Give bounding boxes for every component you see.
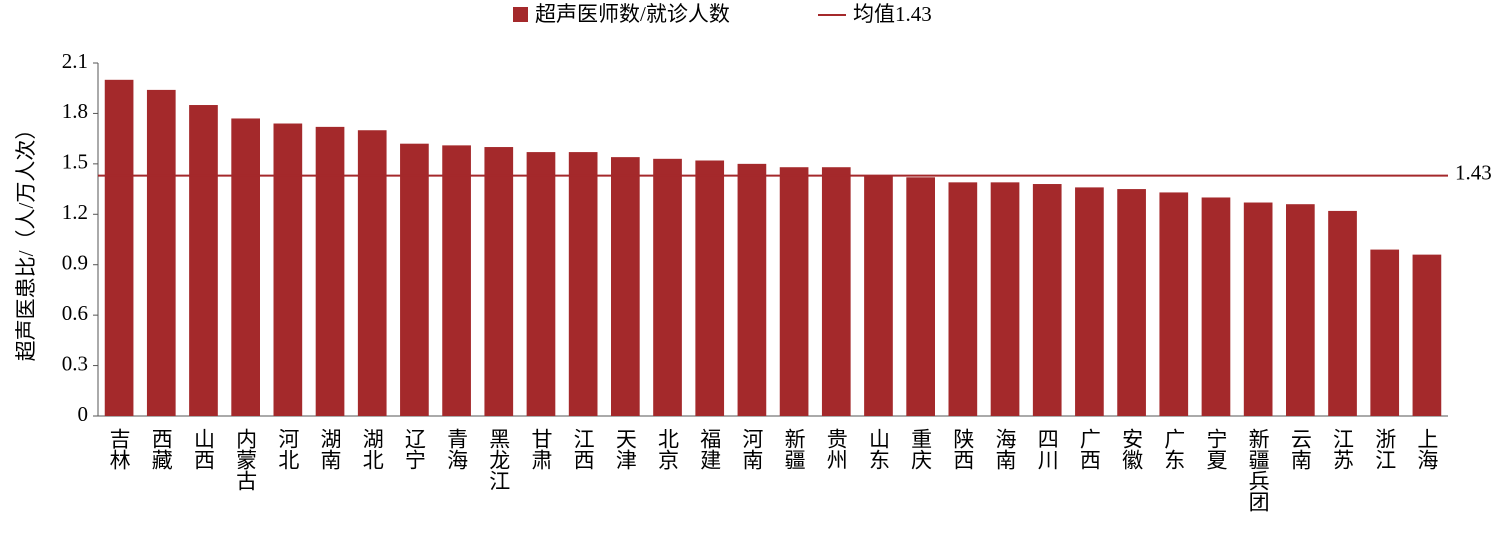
x-tick-label: 河北 (276, 428, 300, 470)
bar (1032, 184, 1062, 416)
x-tick-label: 湖南 (318, 428, 342, 470)
x-tick-label: 重庆 (909, 428, 933, 470)
x-tick-label: 海南 (993, 428, 1017, 470)
bar (104, 79, 134, 417)
legend-label: 均值1.43 (853, 2, 932, 26)
x-tick-label: 西藏 (149, 428, 173, 470)
bar (146, 89, 176, 417)
legend-label: 超声医师数/就诊人数 (535, 2, 730, 26)
x-tick-label: 山西 (191, 428, 215, 470)
x-tick-label: 吉林 (107, 428, 131, 470)
x-tick-label: 浙江 (1373, 428, 1397, 470)
x-tick-label: 安徽 (1120, 428, 1144, 470)
bar (442, 145, 471, 416)
x-tick-label: 湖北 (360, 428, 384, 470)
y-tick-label: 1.2 (62, 200, 88, 224)
bar (568, 152, 598, 417)
x-tick-label: 辽宁 (402, 428, 426, 470)
mean-label: 1.43 (1455, 160, 1492, 184)
x-tick-label: 福建 (698, 428, 722, 470)
y-tick-label: 2.1 (62, 49, 88, 73)
x-tick-label: 山东 (866, 428, 890, 470)
bar (1286, 204, 1315, 416)
x-tick-label: 广东 (1162, 428, 1186, 470)
y-tick-label: 0.9 (62, 251, 88, 275)
y-tick-label: 0.3 (62, 351, 88, 375)
x-tick-label: 新疆 (782, 428, 806, 470)
bar (1328, 210, 1357, 416)
x-tick-label: 江西 (571, 428, 595, 470)
bar (231, 118, 260, 416)
x-tick-label: 广西 (1077, 428, 1101, 470)
y-tick-label: 0.6 (62, 301, 88, 325)
x-tick-label: 内蒙古 (234, 428, 258, 491)
y-tick-label: 1.8 (62, 99, 88, 123)
bar (315, 126, 345, 416)
bar (611, 157, 640, 416)
bar (1370, 249, 1400, 416)
y-axis-title: 超声医患比/（人/万人次） (14, 119, 38, 362)
y-tick-label: 1.5 (62, 150, 88, 174)
bar (695, 160, 725, 416)
bar (737, 163, 767, 416)
x-tick-label: 云南 (1288, 428, 1312, 470)
x-tick-label: 新疆兵团 (1246, 428, 1270, 512)
bar (779, 167, 809, 416)
x-tick-label: 青海 (445, 428, 469, 470)
x-tick-label: 宁夏 (1204, 428, 1228, 470)
x-tick-label: 四川 (1035, 428, 1059, 470)
x-tick-label: 上海 (1415, 428, 1439, 470)
x-tick-label: 甘肃 (529, 428, 553, 470)
bar (273, 123, 303, 416)
bar (821, 167, 851, 416)
bar (400, 143, 429, 416)
bar (948, 182, 978, 416)
bar (1075, 187, 1104, 416)
bar (653, 158, 682, 417)
x-tick-label: 陕西 (951, 428, 975, 470)
bar (906, 177, 935, 416)
bar (1117, 189, 1146, 416)
x-tick-label: 北京 (656, 428, 680, 470)
y-tick-label: 0 (78, 402, 89, 426)
x-tick-label: 河南 (740, 428, 764, 470)
bar (990, 182, 1020, 416)
bar (526, 152, 556, 417)
legend-swatch (513, 7, 528, 22)
bar (1412, 254, 1442, 416)
bar (1243, 202, 1273, 416)
bar (484, 147, 514, 417)
x-tick-label: 贵州 (824, 428, 848, 470)
bar (357, 130, 387, 416)
bar (1201, 197, 1231, 416)
x-tick-label: 黑龙江 (487, 428, 511, 491)
bar (189, 105, 218, 417)
x-tick-label: 江苏 (1331, 428, 1355, 470)
x-tick-label: 天津 (613, 428, 637, 470)
bar (1159, 192, 1189, 416)
bar (864, 175, 893, 416)
